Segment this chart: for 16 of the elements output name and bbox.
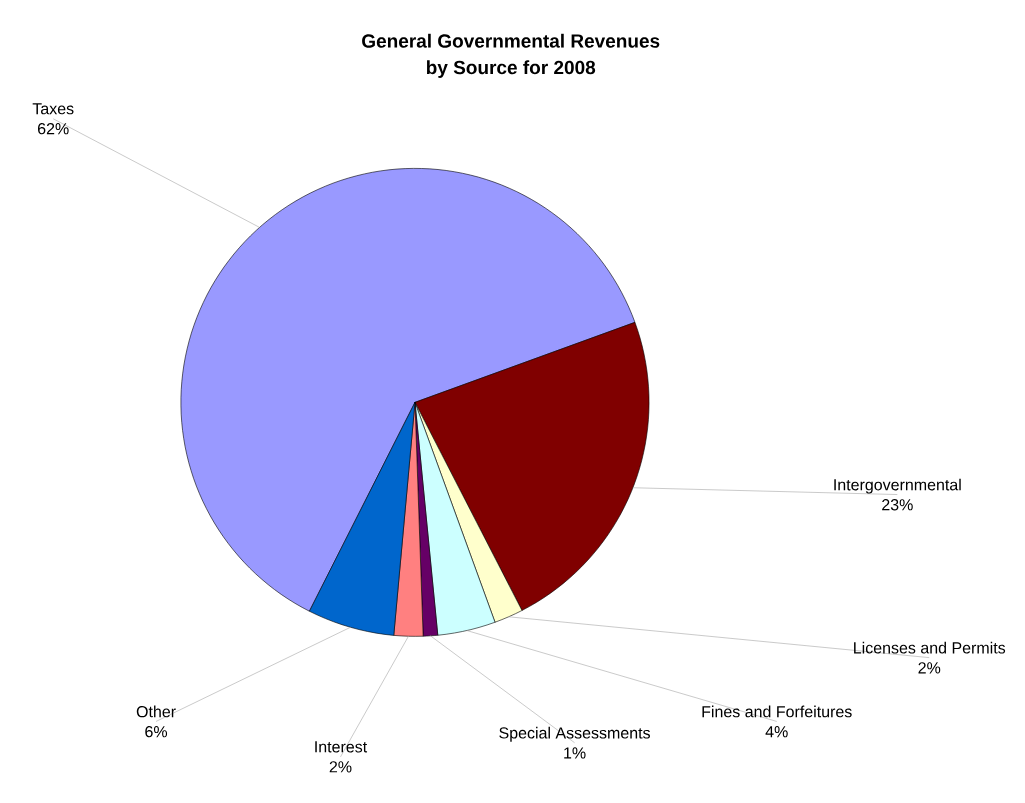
- slice-label: Taxes: [32, 103, 74, 115]
- data-label: 1%: [564, 747, 586, 759]
- slice-label: Interest: [315, 741, 368, 753]
- slice-label: Special Assessments: [499, 726, 650, 742]
- data-label: 6%: [145, 726, 168, 738]
- slice-label: Licenses and Permits: [854, 641, 1006, 654]
- data-label: 62%: [38, 123, 69, 135]
- chart-title: General Governmental Revenues: [362, 33, 660, 48]
- slice-label: Fines and Forfeitures: [702, 705, 852, 718]
- slice-label: Intergovernmental: [834, 478, 961, 494]
- slice-label: Other: [136, 705, 176, 718]
- chart-subtitle: by Source for 2008: [426, 60, 596, 78]
- data-label: 2%: [918, 662, 941, 674]
- data-label: 2%: [329, 761, 352, 773]
- data-label: 4%: [765, 726, 788, 738]
- data-label: 23%: [882, 499, 913, 511]
